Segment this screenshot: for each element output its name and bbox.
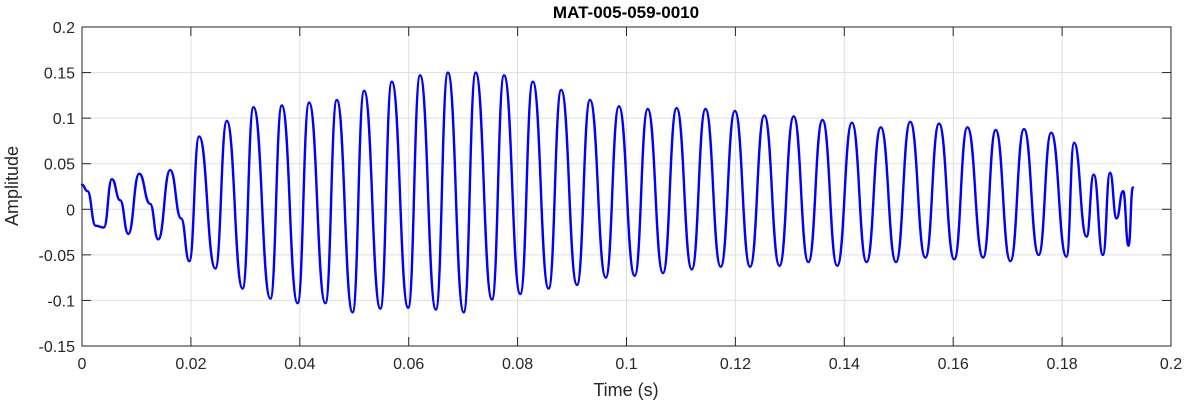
chart-title: MAT-005-059-0010 — [553, 3, 699, 22]
series-line — [80, 71, 1135, 314]
x-tick-label: 0 — [78, 356, 87, 373]
x-tick-label: 0.06 — [393, 356, 424, 373]
x-tick-label: 0.16 — [938, 356, 969, 373]
y-tick-label: 0.2 — [53, 20, 75, 37]
y-tick-label: -0.1 — [47, 293, 75, 310]
x-tick-label: 0.08 — [502, 356, 533, 373]
plot-area — [80, 71, 1135, 314]
x-tick-label: 0.14 — [829, 356, 860, 373]
x-tick-label: 0.18 — [1047, 356, 1078, 373]
x-axis-label: Time (s) — [593, 380, 658, 400]
x-tick-label: 0.12 — [720, 356, 751, 373]
y-tick-label: 0.1 — [53, 111, 75, 128]
x-tick-label: 0.1 — [615, 356, 637, 373]
y-tick-label: -0.05 — [39, 248, 76, 265]
y-tick-label: 0.05 — [44, 157, 75, 174]
x-tick-label: 0.04 — [284, 356, 315, 373]
x-tick-label: 0.02 — [175, 356, 206, 373]
y-tick-label: 0.15 — [44, 66, 75, 83]
y-tick-label: 0 — [66, 202, 75, 219]
x-tick-label: 0.2 — [1160, 356, 1182, 373]
axis-ticks: 0 0.02 0.04 0.06 0.08 0.1 0.12 0.14 0.16 0.18 0.2 -… — [39, 20, 1183, 373]
y-tick-label: -0.15 — [39, 339, 76, 356]
y-axis-label: Amplitude — [2, 146, 22, 226]
